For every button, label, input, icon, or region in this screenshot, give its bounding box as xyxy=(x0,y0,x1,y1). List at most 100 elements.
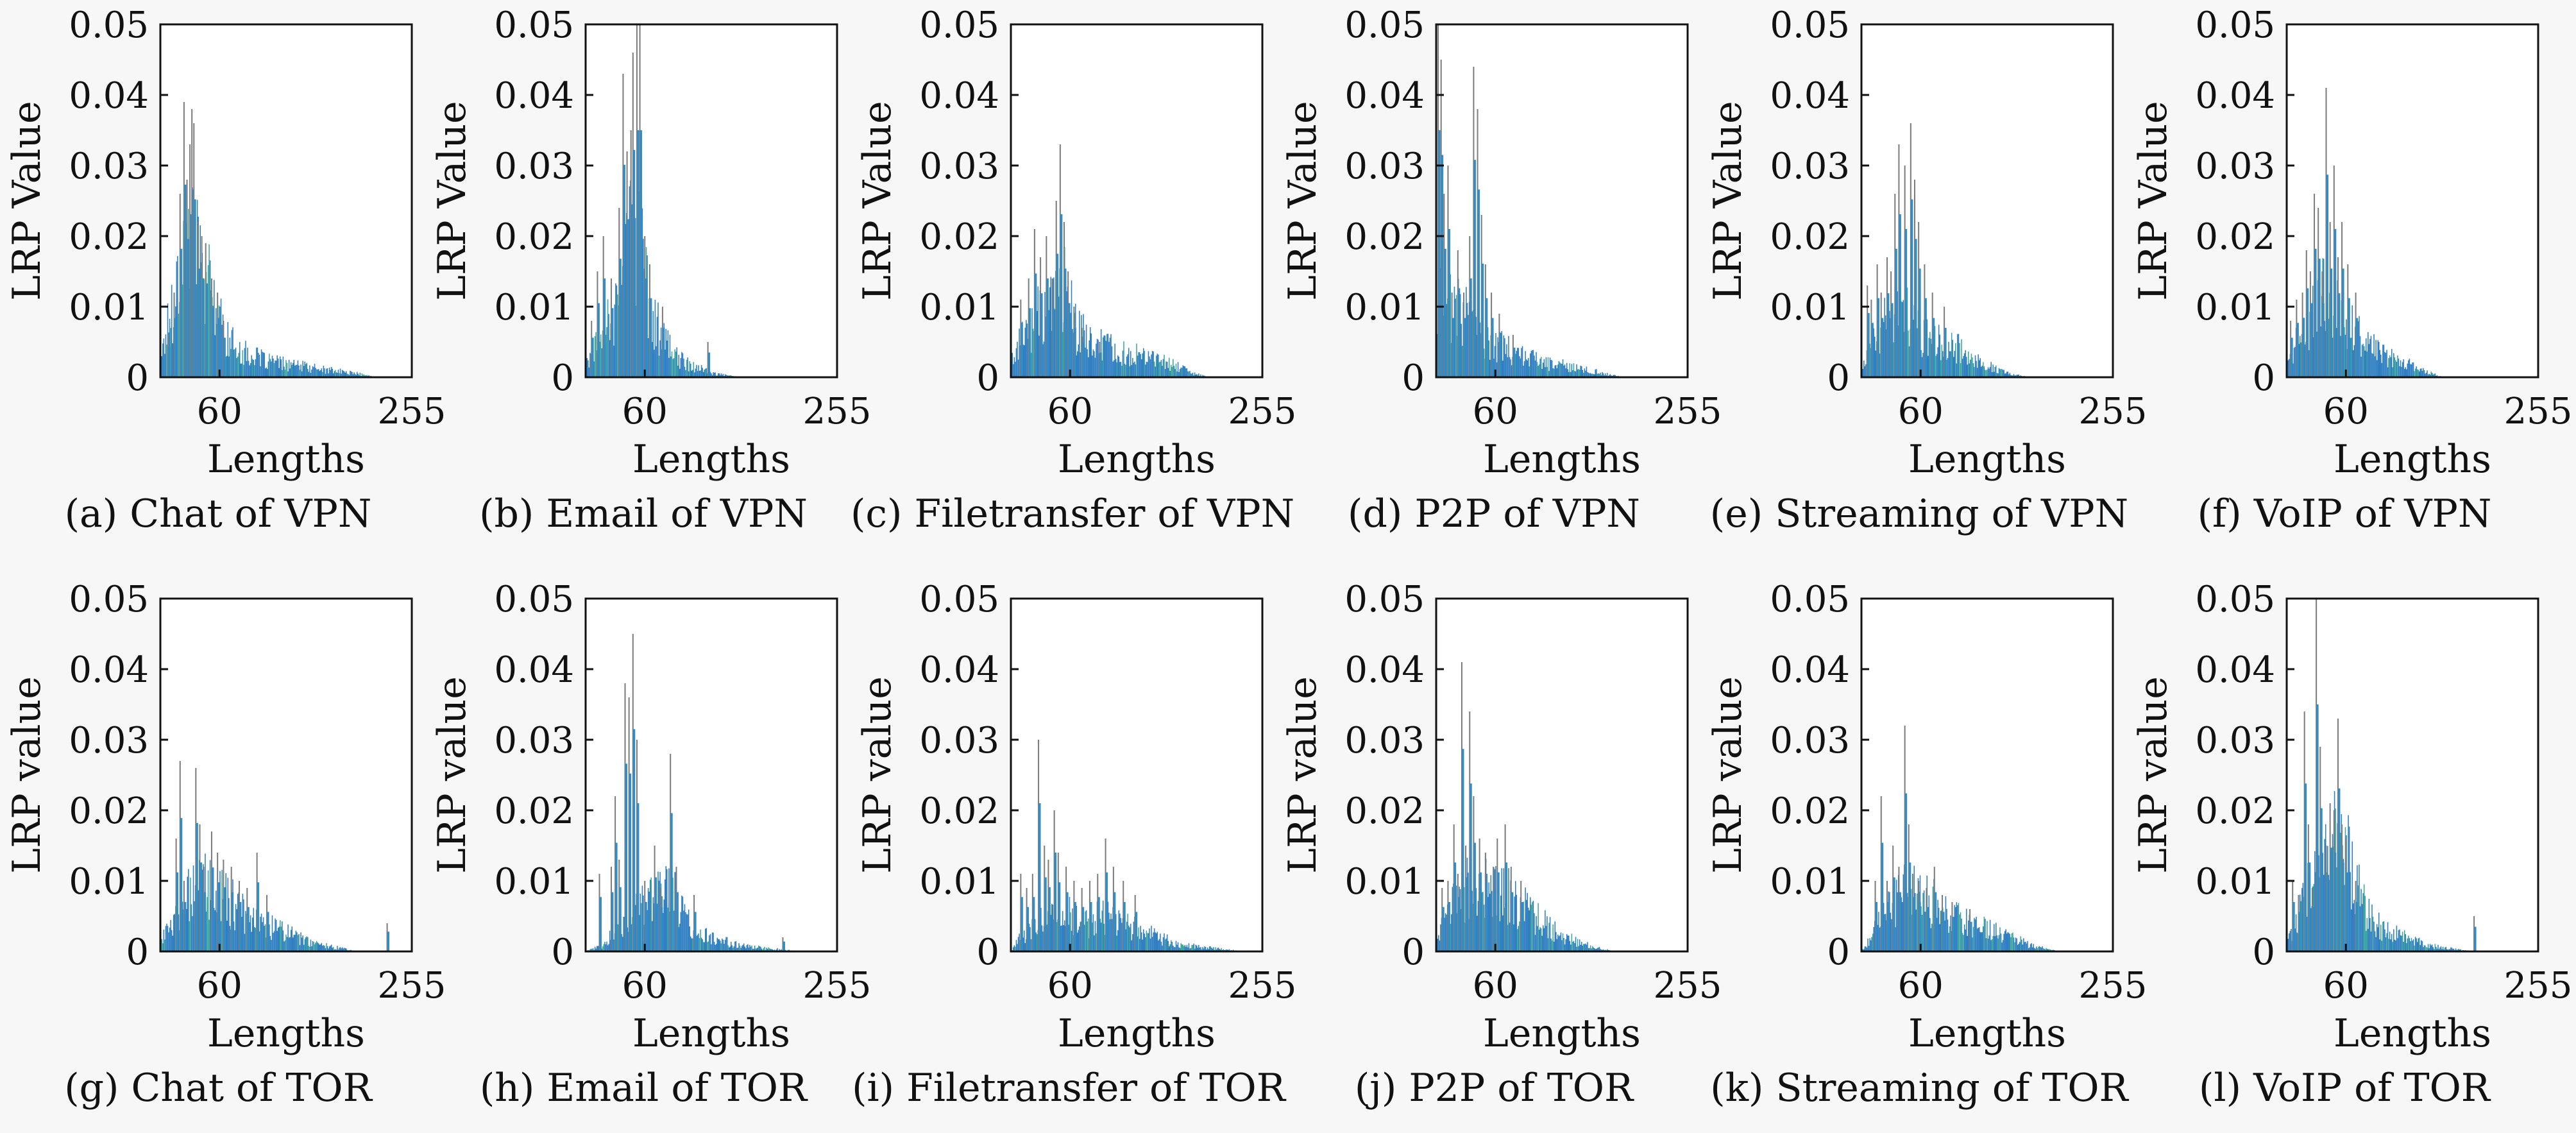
bar xyxy=(2017,945,2019,951)
bar xyxy=(668,330,669,377)
bar xyxy=(749,945,750,951)
bar xyxy=(1130,351,1131,377)
y-tick-label: 0.05 xyxy=(494,4,574,46)
bar xyxy=(1531,905,1532,951)
bar xyxy=(1951,333,1953,377)
bar xyxy=(1078,345,1080,377)
bar xyxy=(1151,926,1152,951)
bar xyxy=(2387,367,2389,377)
y-axis-label: LRP value xyxy=(2131,676,2176,873)
bar xyxy=(713,933,714,951)
bar xyxy=(1185,366,1186,377)
bar xyxy=(1501,868,1502,951)
bar xyxy=(724,944,725,951)
y-tick-label: 0.01 xyxy=(494,861,574,903)
bar xyxy=(1150,939,1151,951)
bar xyxy=(2351,909,2352,951)
bar xyxy=(1038,286,1039,377)
bar xyxy=(263,352,264,377)
bar xyxy=(2359,865,2360,951)
bar xyxy=(691,938,692,951)
bar xyxy=(1139,352,1140,377)
bar xyxy=(270,936,271,951)
bar xyxy=(1999,368,2000,377)
bar xyxy=(259,355,260,377)
bar xyxy=(2437,945,2439,951)
x-tick-label: 60 xyxy=(1898,965,1944,1007)
bar xyxy=(309,366,310,377)
bar xyxy=(615,284,616,377)
bar xyxy=(1180,943,1182,951)
bar xyxy=(1530,354,1531,377)
bar xyxy=(1902,302,1903,377)
bar xyxy=(1500,896,1502,951)
bar xyxy=(280,920,281,951)
bar xyxy=(1488,882,1489,951)
bar xyxy=(608,314,609,377)
bar xyxy=(1504,868,1505,951)
bar xyxy=(1097,339,1099,377)
bar xyxy=(659,355,660,377)
bar xyxy=(298,935,299,951)
bar xyxy=(1931,928,1932,951)
bar xyxy=(1044,292,1046,377)
bar xyxy=(1123,341,1124,377)
bar xyxy=(2012,933,2013,951)
bar xyxy=(1169,944,1171,951)
bar xyxy=(2001,942,2003,951)
bar xyxy=(169,928,171,951)
bar xyxy=(2397,355,2398,377)
bar xyxy=(2403,942,2404,951)
bar xyxy=(338,370,339,377)
bar xyxy=(2289,933,2290,951)
bar xyxy=(1957,905,1958,951)
bar xyxy=(606,944,607,951)
bar xyxy=(1963,935,1964,951)
bar xyxy=(1990,362,1992,377)
bar xyxy=(1958,334,1960,377)
bar xyxy=(1167,941,1169,951)
bar xyxy=(705,929,706,951)
bar xyxy=(2296,933,2298,951)
bar xyxy=(1521,348,1522,377)
bar xyxy=(1552,368,1554,377)
bar xyxy=(304,362,305,377)
bar xyxy=(1125,365,1126,377)
bar xyxy=(1937,900,1938,951)
bar xyxy=(236,909,237,951)
bar xyxy=(2301,343,2302,377)
bar xyxy=(282,370,283,377)
bar xyxy=(1451,914,1452,951)
bar xyxy=(1132,934,1133,951)
bar xyxy=(1133,922,1135,951)
bar xyxy=(1983,926,1984,951)
bar xyxy=(2375,937,2377,951)
bar xyxy=(1185,945,1186,951)
bar xyxy=(2403,359,2404,377)
bar xyxy=(282,921,283,951)
bar xyxy=(1176,941,1177,951)
bar xyxy=(261,914,262,951)
y-tick-label: 0.04 xyxy=(69,649,149,691)
bar xyxy=(661,328,662,377)
bar xyxy=(1116,935,1117,951)
panel-caption: (a) Chat of VPN xyxy=(0,491,436,536)
bar xyxy=(2369,339,2371,377)
bar xyxy=(1042,932,1044,951)
panel-caption: (b) Email of VPN xyxy=(425,491,861,536)
bar xyxy=(1976,361,1977,377)
bar xyxy=(1976,917,1977,951)
bar xyxy=(1554,921,1555,951)
bar xyxy=(2300,336,2301,377)
bar xyxy=(1570,941,1571,951)
bar xyxy=(172,343,173,377)
bar xyxy=(1138,352,1139,377)
bar xyxy=(1128,348,1130,377)
y-tick-label: 0.03 xyxy=(2195,720,2275,762)
bar xyxy=(264,353,265,377)
x-tick-label: 60 xyxy=(197,391,242,432)
bar xyxy=(1878,912,1879,951)
bar xyxy=(1152,351,1153,377)
bar xyxy=(642,886,643,951)
bar xyxy=(1169,358,1170,377)
